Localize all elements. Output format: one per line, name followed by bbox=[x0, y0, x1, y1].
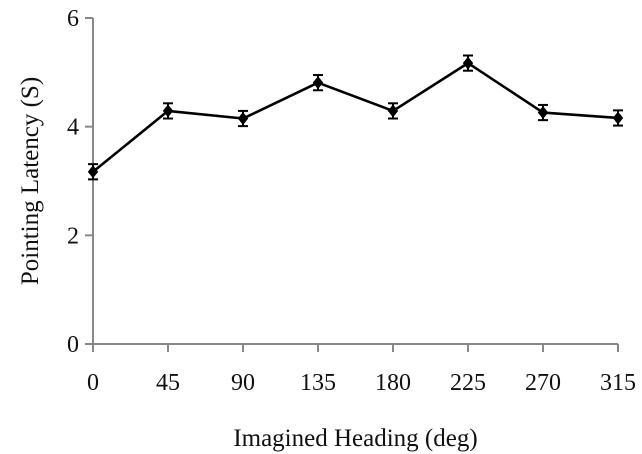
data-point bbox=[162, 104, 174, 118]
x-tick-label: 270 bbox=[525, 370, 561, 396]
data-point bbox=[237, 112, 249, 126]
x-tick-labels: 0 45 90 135 180 225 270 315 bbox=[87, 370, 636, 396]
data-point bbox=[312, 76, 324, 90]
x-axis-label: Imagined Heading (deg) bbox=[233, 425, 477, 452]
y-tick-label: 6 bbox=[67, 6, 79, 32]
y-tick-label: 4 bbox=[67, 115, 79, 141]
data-point bbox=[537, 106, 549, 120]
data-point bbox=[462, 56, 474, 70]
x-tick-label: 0 bbox=[87, 370, 99, 396]
series-group bbox=[87, 54, 624, 181]
x-tick-label: 225 bbox=[450, 370, 486, 396]
x-tick-label: 45 bbox=[156, 370, 180, 396]
y-tick-label: 0 bbox=[67, 332, 79, 358]
x-ticks bbox=[92, 344, 619, 352]
x-tick-label: 90 bbox=[231, 370, 255, 396]
data-point bbox=[387, 104, 399, 118]
series-line bbox=[92, 61, 619, 173]
data-point bbox=[612, 111, 624, 125]
x-tick-label: 315 bbox=[600, 370, 636, 396]
y-tick-labels: 0 2 4 6 bbox=[67, 6, 79, 358]
y-ticks bbox=[85, 17, 93, 345]
axes bbox=[92, 18, 618, 345]
y-axis-label: Pointing Latency (S) bbox=[17, 77, 44, 285]
data-point bbox=[87, 165, 99, 179]
x-tick-label: 135 bbox=[300, 370, 336, 396]
x-tick-label: 180 bbox=[375, 370, 411, 396]
y-tick-label: 2 bbox=[67, 223, 79, 249]
